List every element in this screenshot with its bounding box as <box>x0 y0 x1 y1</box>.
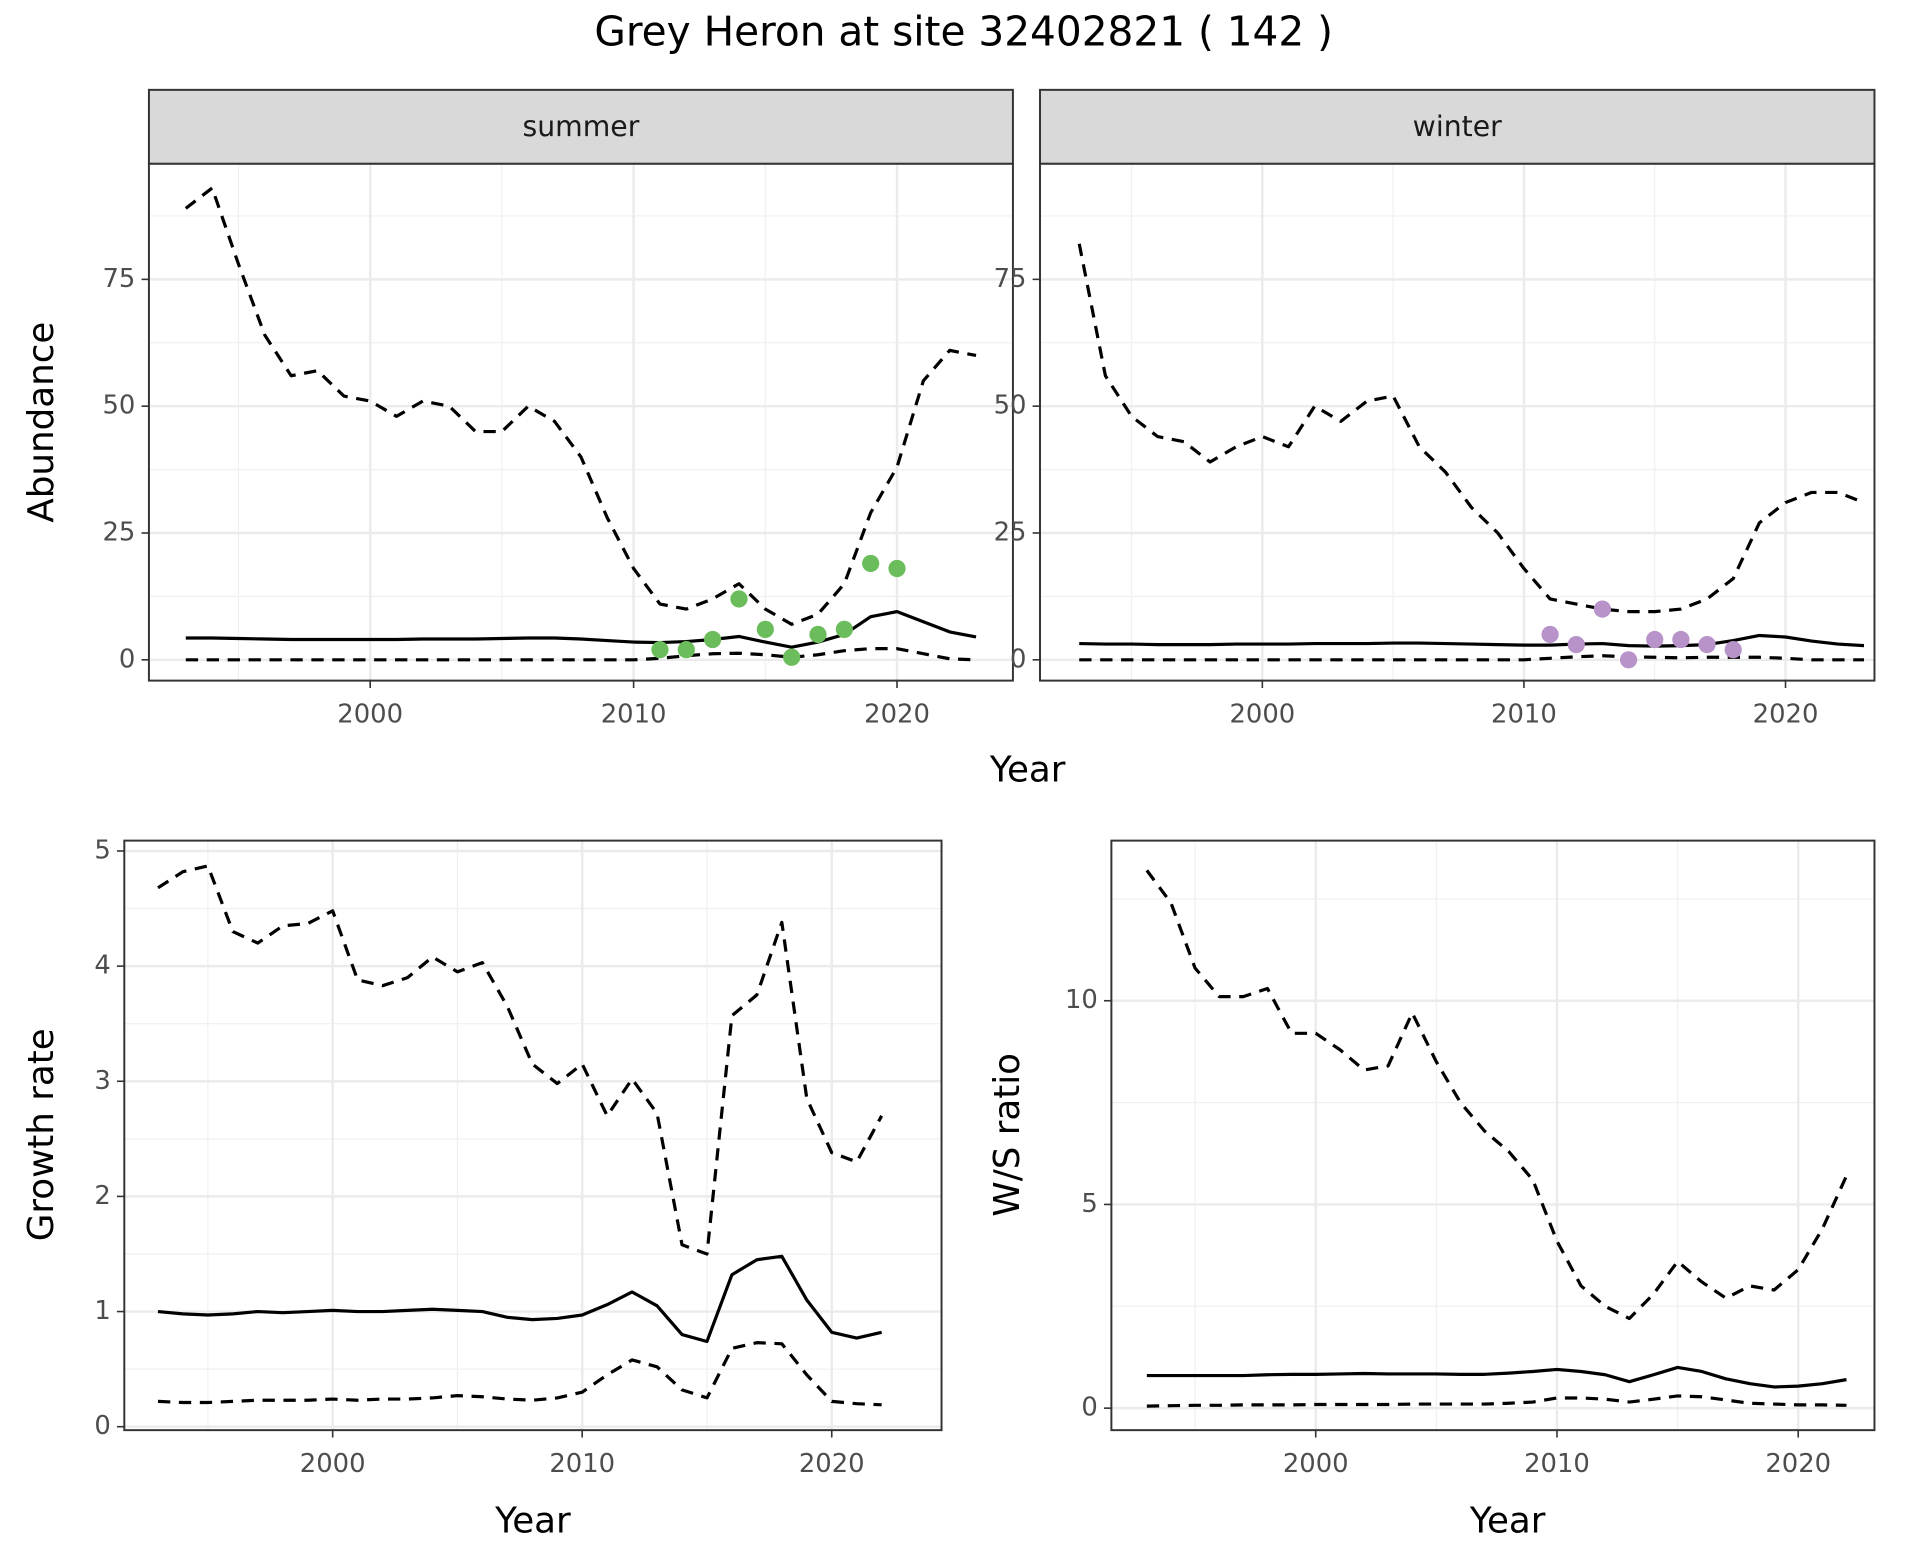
data-point <box>1672 630 1690 649</box>
x-tick-label: 2020 <box>864 700 930 730</box>
x-tick-label: 2020 <box>799 1449 865 1479</box>
interval-line <box>1145 869 1848 1321</box>
y-tick-label: 75 <box>103 264 136 294</box>
data-point <box>1541 625 1559 644</box>
x-tick-label: 2020 <box>1753 700 1819 730</box>
y-tick-label: 4 <box>94 951 110 981</box>
panel-background <box>1111 840 1875 1431</box>
x-tick-label: 2010 <box>601 700 667 730</box>
figure-title: Grey Heron at site 32402821 ( 142 ) <box>594 7 1333 55</box>
y-axis-title: Growth rate <box>21 1028 62 1241</box>
y-tick-label: 3 <box>94 1066 110 1096</box>
data-point <box>1724 641 1742 659</box>
x-tick-label: 2000 <box>1283 1449 1349 1479</box>
data-point <box>756 620 774 638</box>
y-tick-label: 75 <box>994 264 1027 294</box>
panel-background <box>124 840 942 1431</box>
fit-line <box>1079 633 1865 648</box>
y-tick-label: 1 <box>94 1296 110 1326</box>
y-tick-label: 10 <box>1065 985 1098 1015</box>
y-tick-label: 50 <box>103 391 136 421</box>
panel-background <box>148 163 1013 681</box>
y-tick-label: 2 <box>94 1181 110 1211</box>
y-axis-title: Abundance <box>21 322 62 523</box>
data-point <box>730 590 748 608</box>
data-point <box>835 620 853 638</box>
data-point <box>783 648 801 666</box>
interval-line <box>184 186 977 626</box>
y-axis-title: W/S ratio <box>987 1053 1028 1217</box>
x-tick-label: 2020 <box>1765 1449 1831 1479</box>
panel-border <box>1110 839 1876 1432</box>
interval-line <box>185 647 977 662</box>
y-tick-label: 5 <box>1081 1189 1097 1219</box>
y-tick-label: 0 <box>1081 1393 1097 1423</box>
y-tick-label: 5 <box>94 835 110 865</box>
data-point <box>888 559 906 578</box>
strip-label: winter <box>1413 110 1502 143</box>
x-tick-label: 2010 <box>1524 1449 1590 1479</box>
fit-line <box>1146 1365 1847 1389</box>
panel-background <box>1040 163 1875 681</box>
interval-line <box>157 864 884 1256</box>
panel-border <box>123 839 943 1432</box>
y-tick-label: 25 <box>103 517 136 547</box>
x-tick-label: 2010 <box>1491 700 1557 730</box>
x-axis-title: Year <box>989 750 1066 791</box>
data-point <box>1567 635 1585 654</box>
fit-line <box>157 1254 883 1344</box>
x-tick-label: 2000 <box>300 1449 366 1479</box>
y-tick-label: 0 <box>94 1411 110 1441</box>
data-point <box>1619 651 1638 669</box>
data-point <box>1698 635 1716 654</box>
x-tick-label: 2000 <box>337 700 403 730</box>
x-tick-label: 2000 <box>1229 700 1295 730</box>
data-point <box>809 625 827 644</box>
y-tick-label: 25 <box>994 517 1027 547</box>
x-axis-title: Year <box>1469 1500 1546 1541</box>
strip-background <box>1039 88 1876 165</box>
y-tick-label: 0 <box>119 644 135 674</box>
data-point <box>862 554 880 573</box>
data-point <box>677 641 695 659</box>
y-tick-label: 50 <box>994 391 1027 421</box>
y-tick-label: 0 <box>1010 644 1026 674</box>
interval-line <box>1146 1394 1847 1408</box>
data-point <box>651 641 669 659</box>
x-tick-label: 2010 <box>549 1449 615 1479</box>
data-point <box>1646 630 1664 649</box>
data-point <box>1593 600 1612 618</box>
data-point <box>704 630 722 649</box>
interval-line <box>1077 243 1865 614</box>
interval-line <box>157 1341 882 1407</box>
strip-label: summer <box>522 110 639 143</box>
strip-background <box>147 88 1014 165</box>
x-axis-title: Year <box>494 1500 571 1541</box>
